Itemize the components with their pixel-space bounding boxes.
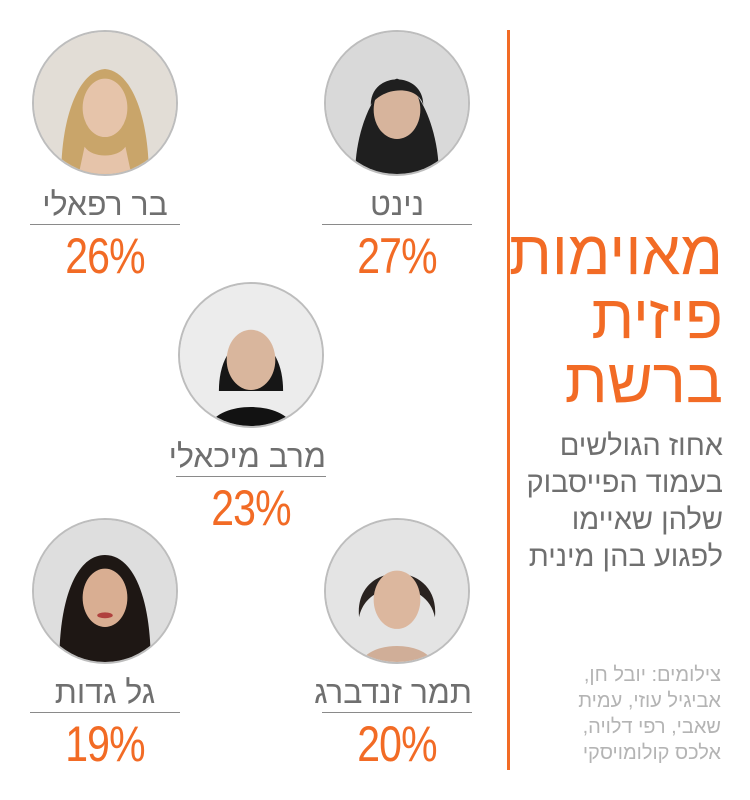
portrait-photo-icon [32,30,178,176]
person-card-ninet: נינט 27% [322,30,472,283]
name-rule [322,224,472,225]
person-name: מרב מיכאלי [168,438,326,474]
portrait-photo-icon [324,518,470,664]
subtitle-line: בעמוד הפייסבוק [526,467,723,499]
subtitle-line: אחוז הגולשים [559,430,723,462]
chart-title: מאוימות פיזית ברשת [508,219,723,416]
portrait-photo-icon [32,518,178,664]
name-rule [30,224,180,225]
percent-value: 20% [357,716,437,772]
person-name: תמר זנדברג [314,674,472,710]
percent-value: 19% [65,716,145,772]
person-name: בר רפאלי [42,186,168,222]
person-card-merav-michaeli: מרב מיכאלי 23% [168,282,326,536]
subtitle-line: שלהן שאיימו [571,504,723,536]
credit-line: צילומים: יובל חן, [583,664,721,686]
portrait-photo-icon [324,30,470,176]
percent-value: 26% [65,228,145,284]
person-card-bar-refaeli: בר רפאלי 26% [30,30,180,283]
chart-subtitle: אחוז הגולשים בעמוד הפייסבוק שלהן שאיימו … [518,428,723,576]
name-rule [30,712,180,713]
title-line: פיזית [591,283,723,352]
portrait-photo-icon [178,282,324,428]
title-line: מאוימות [508,219,723,288]
credit-line: אביגיל עוזי, עמית [578,690,721,712]
person-name: גל גדות [54,674,156,710]
person-name: נינט [369,186,425,222]
person-card-gal-gadot: גל גדות 19% [30,518,180,771]
orange-divider [507,30,510,770]
name-rule [176,476,326,477]
photo-credits: צילומים: יובל חן, אביגיל עוזי, עמית שאבי… [518,662,721,766]
subtitle-line: לפגוע בהן מינית [528,541,723,573]
credit-line: אלכס קולומויסקי [582,742,721,764]
credit-line: שאבי, רפי דלויה, [582,716,721,738]
percent-value: 23% [211,480,291,536]
title-line: ברשת [564,347,723,416]
percent-value: 27% [357,228,437,284]
person-card-tamar-zandberg: תמר זנדברג 20% [314,518,472,772]
name-rule [322,712,472,713]
